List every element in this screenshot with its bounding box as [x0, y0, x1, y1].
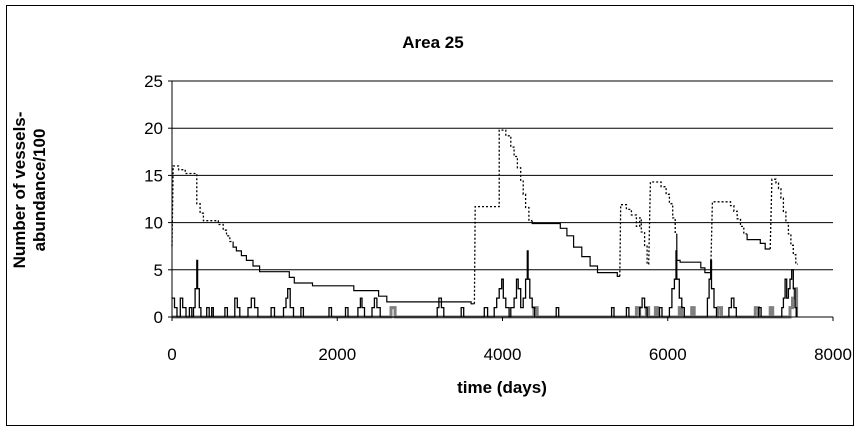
y-axis-label-line-1: Number of vessels-	[10, 112, 29, 269]
x-tick-label: 6000	[649, 345, 687, 364]
series-line-6	[619, 181, 677, 277]
series-line-9	[746, 233, 771, 250]
series-line-1	[172, 250, 798, 318]
x-tick-label: 4000	[484, 345, 522, 364]
series-line-10	[769, 178, 798, 265]
x-tick-label: 2000	[318, 345, 356, 364]
series-line-4	[473, 129, 533, 304]
x-ticks: 0 2000 4000 6000 8000	[167, 317, 852, 364]
series-line-7	[676, 233, 711, 274]
x-axis-label: time (days)	[457, 378, 547, 397]
y-tick-label: 0	[154, 308, 163, 327]
y-ticks: 0 5 10 15 20 25	[144, 72, 172, 327]
x-tick-label: 0	[167, 345, 176, 364]
chart-title: Area 25	[402, 33, 463, 52]
y-tick-label: 25	[144, 72, 163, 91]
gridlines	[172, 80, 833, 271]
y-tick-label: 15	[144, 166, 163, 185]
y-tick-label: 5	[154, 261, 163, 280]
y-axis-label-line-2: abundance/100	[30, 129, 49, 252]
y-tick-label: 20	[144, 119, 163, 138]
y-tick-label: 10	[144, 214, 163, 233]
series-line-5	[531, 220, 620, 277]
y-axis-label: Number of vessels- abundance/100	[10, 112, 49, 269]
x-tick-label: 8000	[814, 345, 852, 364]
series-line-8	[710, 201, 748, 273]
axes-group	[171, 81, 833, 318]
series-line-3	[232, 241, 475, 305]
series-line-2	[171, 165, 234, 247]
series-group	[171, 129, 799, 319]
